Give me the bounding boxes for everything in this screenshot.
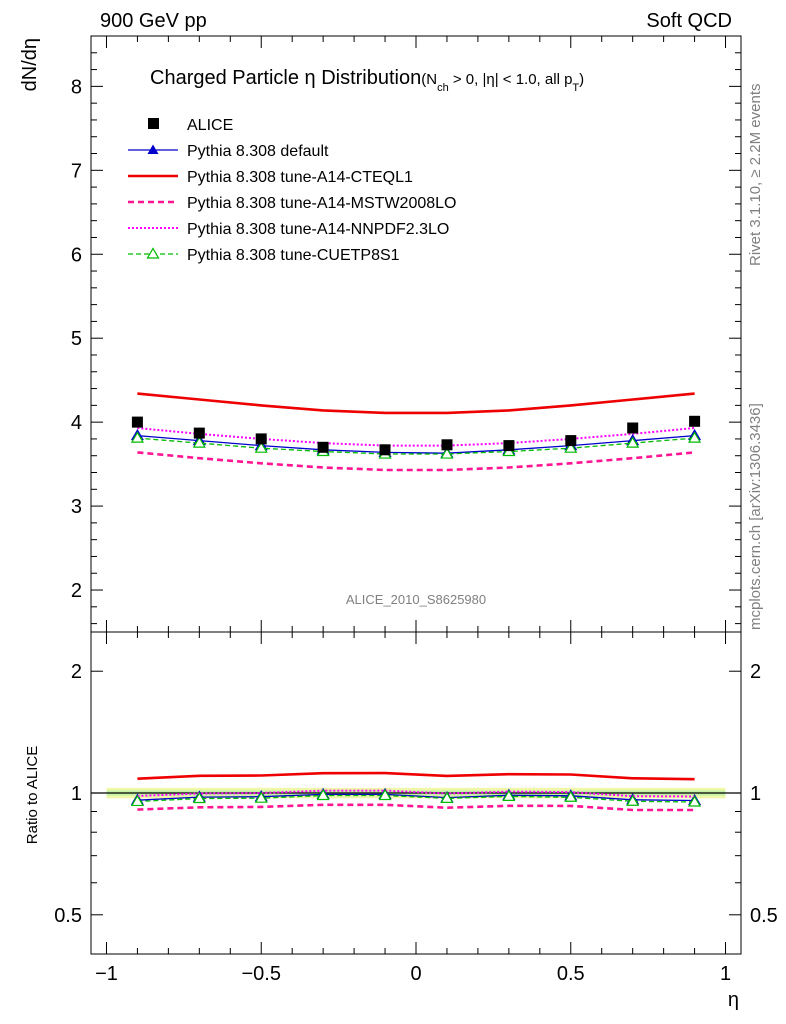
main-y-tick-label: 7 — [71, 160, 82, 182]
legend-entry-alice: ALICE — [148, 117, 233, 134]
pythia-8-308-tune-cuetp8s1-point-7 — [564, 441, 578, 453]
legend-entry-cuetp8s1: Pythia 8.308 tune-CUETP8S1 — [128, 247, 400, 264]
pythia-8-308-tune-a14-cteql1-line — [137, 392, 695, 415]
analysis-watermark: ALICE_2010_S8625980 — [346, 592, 486, 607]
ratio-y-axis: 0.5 0.5 1 1 2 2 — [54, 661, 778, 955]
main-y-tick-label: 6 — [71, 244, 82, 266]
ratio-y-tick-label: 2 — [71, 661, 82, 683]
header-right: Soft QCD — [646, 10, 732, 32]
alice-data-point-3 — [317, 441, 329, 453]
ratio-pythia-8-308-tune-cuetp8s1-point-4 — [378, 788, 392, 801]
ratio-pythia-8-308-tune-cuetp8s1-point-1 — [192, 791, 206, 804]
x-axis: −1 −0.5 0 0.5 1 — [95, 36, 731, 985]
main-y-tick-label: 3 — [71, 496, 82, 518]
header-left: 900 GeV pp — [100, 10, 207, 32]
ratio-plot-area — [91, 771, 741, 812]
main-y-tick-label: 2 — [71, 580, 82, 602]
ratio-pythia-8-308-tune-cuetp8s1-point-3 — [316, 788, 330, 801]
ratio-pythia-8-308-tune-a14-mstw2008lo-line — [137, 803, 695, 812]
plot-title: Charged Particle η Distribution(Nch > 0,… — [150, 67, 584, 94]
legend-label-nnpdf23lo: Pythia 8.308 tune-A14-NNPDF2.3LO — [187, 221, 449, 238]
main-plot-area — [130, 392, 702, 472]
alice-data-point-8 — [627, 422, 639, 434]
pythia-8-308-tune-cuetp8s1-point-2 — [254, 441, 268, 453]
main-y-axis-label: dN/dη — [19, 38, 41, 91]
mcplots-label: mcplots.cern.ch [arXiv:1306.3436] — [747, 403, 764, 630]
ratio-pythia-8-308-tune-cuetp8s1-point-6 — [502, 789, 516, 801]
ratio-y-tick-label: 1 — [71, 783, 82, 805]
ratio-y-tick-label-right: 2 — [750, 661, 761, 683]
legend-entry-default: Pythia 8.308 default — [128, 143, 329, 160]
ratio-pythia-8-308-tune-cuetp8s1-point-9 — [688, 795, 702, 807]
pythia-8-308-tune-cuetp8s1-point-8 — [626, 436, 640, 448]
plot-title-main: Charged Particle η Distribution — [150, 67, 421, 89]
alice-data-point-2 — [255, 433, 267, 445]
x-axis-label: η — [728, 989, 739, 1011]
legend: ALICE Pythia 8.308 default Pythia 8.308 … — [128, 117, 456, 264]
legend-entry-cteql1: Pythia 8.308 tune-A14-CTEQL1 — [128, 169, 413, 186]
ratio-pythia-8-308-default-line — [137, 793, 695, 802]
ratio-pythia-8-308-tune-cuetp8s1-point-0 — [130, 794, 144, 807]
legend-label-cuetp8s1: Pythia 8.308 tune-CUETP8S1 — [187, 247, 400, 264]
x-tick-label: 0.5 — [557, 963, 585, 985]
legend-label-alice: ALICE — [187, 117, 233, 134]
alice-data-point-5 — [441, 439, 453, 451]
alice-data-point-0 — [131, 416, 143, 428]
pythia-8-308-tune-cuetp8s1-point-0 — [130, 431, 144, 443]
rivet-label: Rivet 3.1.10, ≥ 2.2M events — [747, 84, 764, 267]
alice-data-point-1 — [193, 427, 205, 439]
alice-data-point-9 — [689, 415, 701, 427]
pythia-8-308-tune-cuetp8s1-point-1 — [192, 436, 206, 448]
plot-title-cut-sub2: T — [572, 82, 579, 94]
ratio-y-tick-label: 0.5 — [54, 905, 82, 927]
ratio-pythia-8-308-tune-cuetp8s1-point-7 — [564, 790, 578, 802]
legend-entry-nnpdf23lo: Pythia 8.308 tune-A14-NNPDF2.3LO — [128, 221, 449, 238]
legend-marker-default — [147, 144, 159, 154]
alice-data-point-7 — [565, 435, 577, 447]
x-tick-label: −0.5 — [241, 963, 280, 985]
legend-entry-mstw2008lo: Pythia 8.308 tune-A14-MSTW2008LO — [128, 195, 456, 212]
pythia-8-308-tune-cuetp8s1-point-5 — [440, 447, 454, 459]
ratio-panel: 0.5 0.5 1 1 2 2 Ratio to ALICE — [24, 631, 778, 955]
pythia-8-308-tune-cuetp8s1-point-9 — [688, 431, 702, 443]
plot-title-cut-mid: > 0, |η| < 1.0, all p — [449, 71, 573, 88]
alice-data-point-4 — [379, 444, 391, 456]
x-tick-label: 1 — [720, 963, 731, 985]
ratio-y-axis-label: Ratio to ALICE — [24, 746, 41, 844]
legend-label-cteql1: Pythia 8.308 tune-A14-CTEQL1 — [187, 169, 413, 186]
plot-title-cut-open: (N — [421, 71, 437, 88]
main-y-tick-label: 5 — [71, 328, 82, 350]
legend-marker-alice — [148, 118, 159, 129]
ratio-y-tick-label-right: 0.5 — [750, 905, 778, 927]
x-tick-label: −1 — [95, 963, 118, 985]
main-y-tick-label: 8 — [71, 76, 82, 98]
ratio-pythia-8-308-tune-cuetp8s1-point-2 — [254, 791, 268, 803]
pythia-8-308-tune-a14-nnpdf2-3lo-line — [137, 427, 695, 447]
main-y-tick-label: 4 — [71, 412, 82, 434]
ratio-pythia-8-308-tune-a14-cteql1-line — [137, 771, 695, 781]
plot-title-cut-sub: ch — [437, 82, 449, 94]
legend-marker-cuetp8s1 — [146, 247, 160, 259]
legend-label-default: Pythia 8.308 default — [187, 143, 329, 160]
ratio-pythia-8-308-tune-cuetp8s1-point-5 — [440, 791, 454, 803]
pythia-8-308-tune-a14-mstw2008lo-line — [137, 451, 695, 472]
alice-data-point-6 — [503, 440, 515, 452]
legend-label-mstw2008lo: Pythia 8.308 tune-A14-MSTW2008LO — [187, 195, 456, 212]
ratio-y-tick-label-right: 1 — [750, 783, 761, 805]
plot-title-cut-close: ) — [579, 71, 584, 88]
pythia-8-308-default-line — [137, 434, 695, 454]
main-panel: 2 3 4 5 6 7 8 dN/dη Charged Particle η Distrib… — [19, 35, 742, 633]
main-y-axis: 2 3 4 5 6 7 8 — [71, 35, 741, 625]
pythia-8-308-tune-cuetp8s1-line — [137, 437, 695, 455]
x-tick-label: 0 — [410, 963, 421, 985]
ratio-pythia-8-308-tune-cuetp8s1-line — [137, 794, 695, 803]
ratio-pythia-8-308-tune-a14-nnpdf2-3lo-line — [137, 789, 695, 798]
ratio-pythia-8-308-tune-cuetp8s1-point-8 — [626, 794, 640, 806]
